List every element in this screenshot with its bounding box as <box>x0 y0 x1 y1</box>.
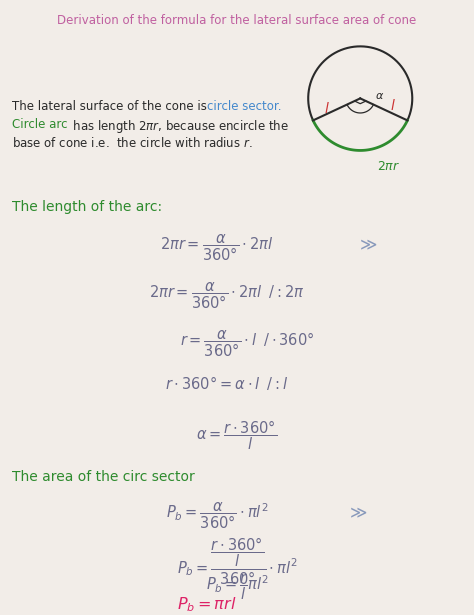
Text: The length of the arc:: The length of the arc: <box>12 200 162 214</box>
Text: The lateral surface of the cone is: The lateral surface of the cone is <box>12 100 210 113</box>
Text: $\alpha = \dfrac{r \cdot 360°}{l}$: $\alpha = \dfrac{r \cdot 360°}{l}$ <box>196 418 278 451</box>
Text: $\gg$: $\gg$ <box>346 504 368 522</box>
Text: $P_b = \dfrac{r}{l} \pi l^2$: $P_b = \dfrac{r}{l} \pi l^2$ <box>206 571 268 601</box>
Text: $r \cdot 360° = \alpha \cdot l \;\;/ : l$: $r \cdot 360° = \alpha \cdot l \;\;/ : l… <box>165 374 289 392</box>
Text: $P_b = \dfrac{\dfrac{r \cdot 360°}{l}}{360°} \cdot \pi l^2$: $P_b = \dfrac{\dfrac{r \cdot 360°}{l}}{3… <box>177 536 297 587</box>
Text: $2\pi r$: $2\pi r$ <box>377 160 401 173</box>
Text: has length $2\pi r$, because encircle the: has length $2\pi r$, because encircle th… <box>69 118 289 135</box>
Text: Circle arc: Circle arc <box>12 118 67 131</box>
Text: $\alpha$: $\alpha$ <box>375 91 384 101</box>
Text: The area of the circ sector: The area of the circ sector <box>12 470 195 484</box>
Text: $P_b = \dfrac{\alpha}{360°} \cdot \pi l^2$: $P_b = \dfrac{\alpha}{360°} \cdot \pi l^… <box>166 500 268 531</box>
Text: Derivation of the formula for the lateral surface area of cone: Derivation of the formula for the latera… <box>57 14 417 27</box>
Text: $r = \dfrac{\alpha}{360°} \cdot l \;\;/ \cdot 360°$: $r = \dfrac{\alpha}{360°} \cdot l \;\;/ … <box>180 328 314 359</box>
Text: $l$: $l$ <box>390 98 396 113</box>
Text: $\gg$: $\gg$ <box>356 236 378 254</box>
Text: $2\pi r = \dfrac{\alpha}{360°} \cdot 2\pi l$: $2\pi r = \dfrac{\alpha}{360°} \cdot 2\p… <box>160 232 274 263</box>
Text: base of cone i.e.  the circle with radius $r$.: base of cone i.e. the circle with radius… <box>12 136 253 150</box>
Text: $2\pi r = \dfrac{\alpha}{360°} \cdot 2\pi l \;\;/ : 2\pi$: $2\pi r = \dfrac{\alpha}{360°} \cdot 2\p… <box>149 280 305 311</box>
Text: circle sector.: circle sector. <box>207 100 282 113</box>
Text: $l$: $l$ <box>324 101 329 116</box>
Text: $P_b = \pi r l$: $P_b = \pi r l$ <box>177 595 237 614</box>
